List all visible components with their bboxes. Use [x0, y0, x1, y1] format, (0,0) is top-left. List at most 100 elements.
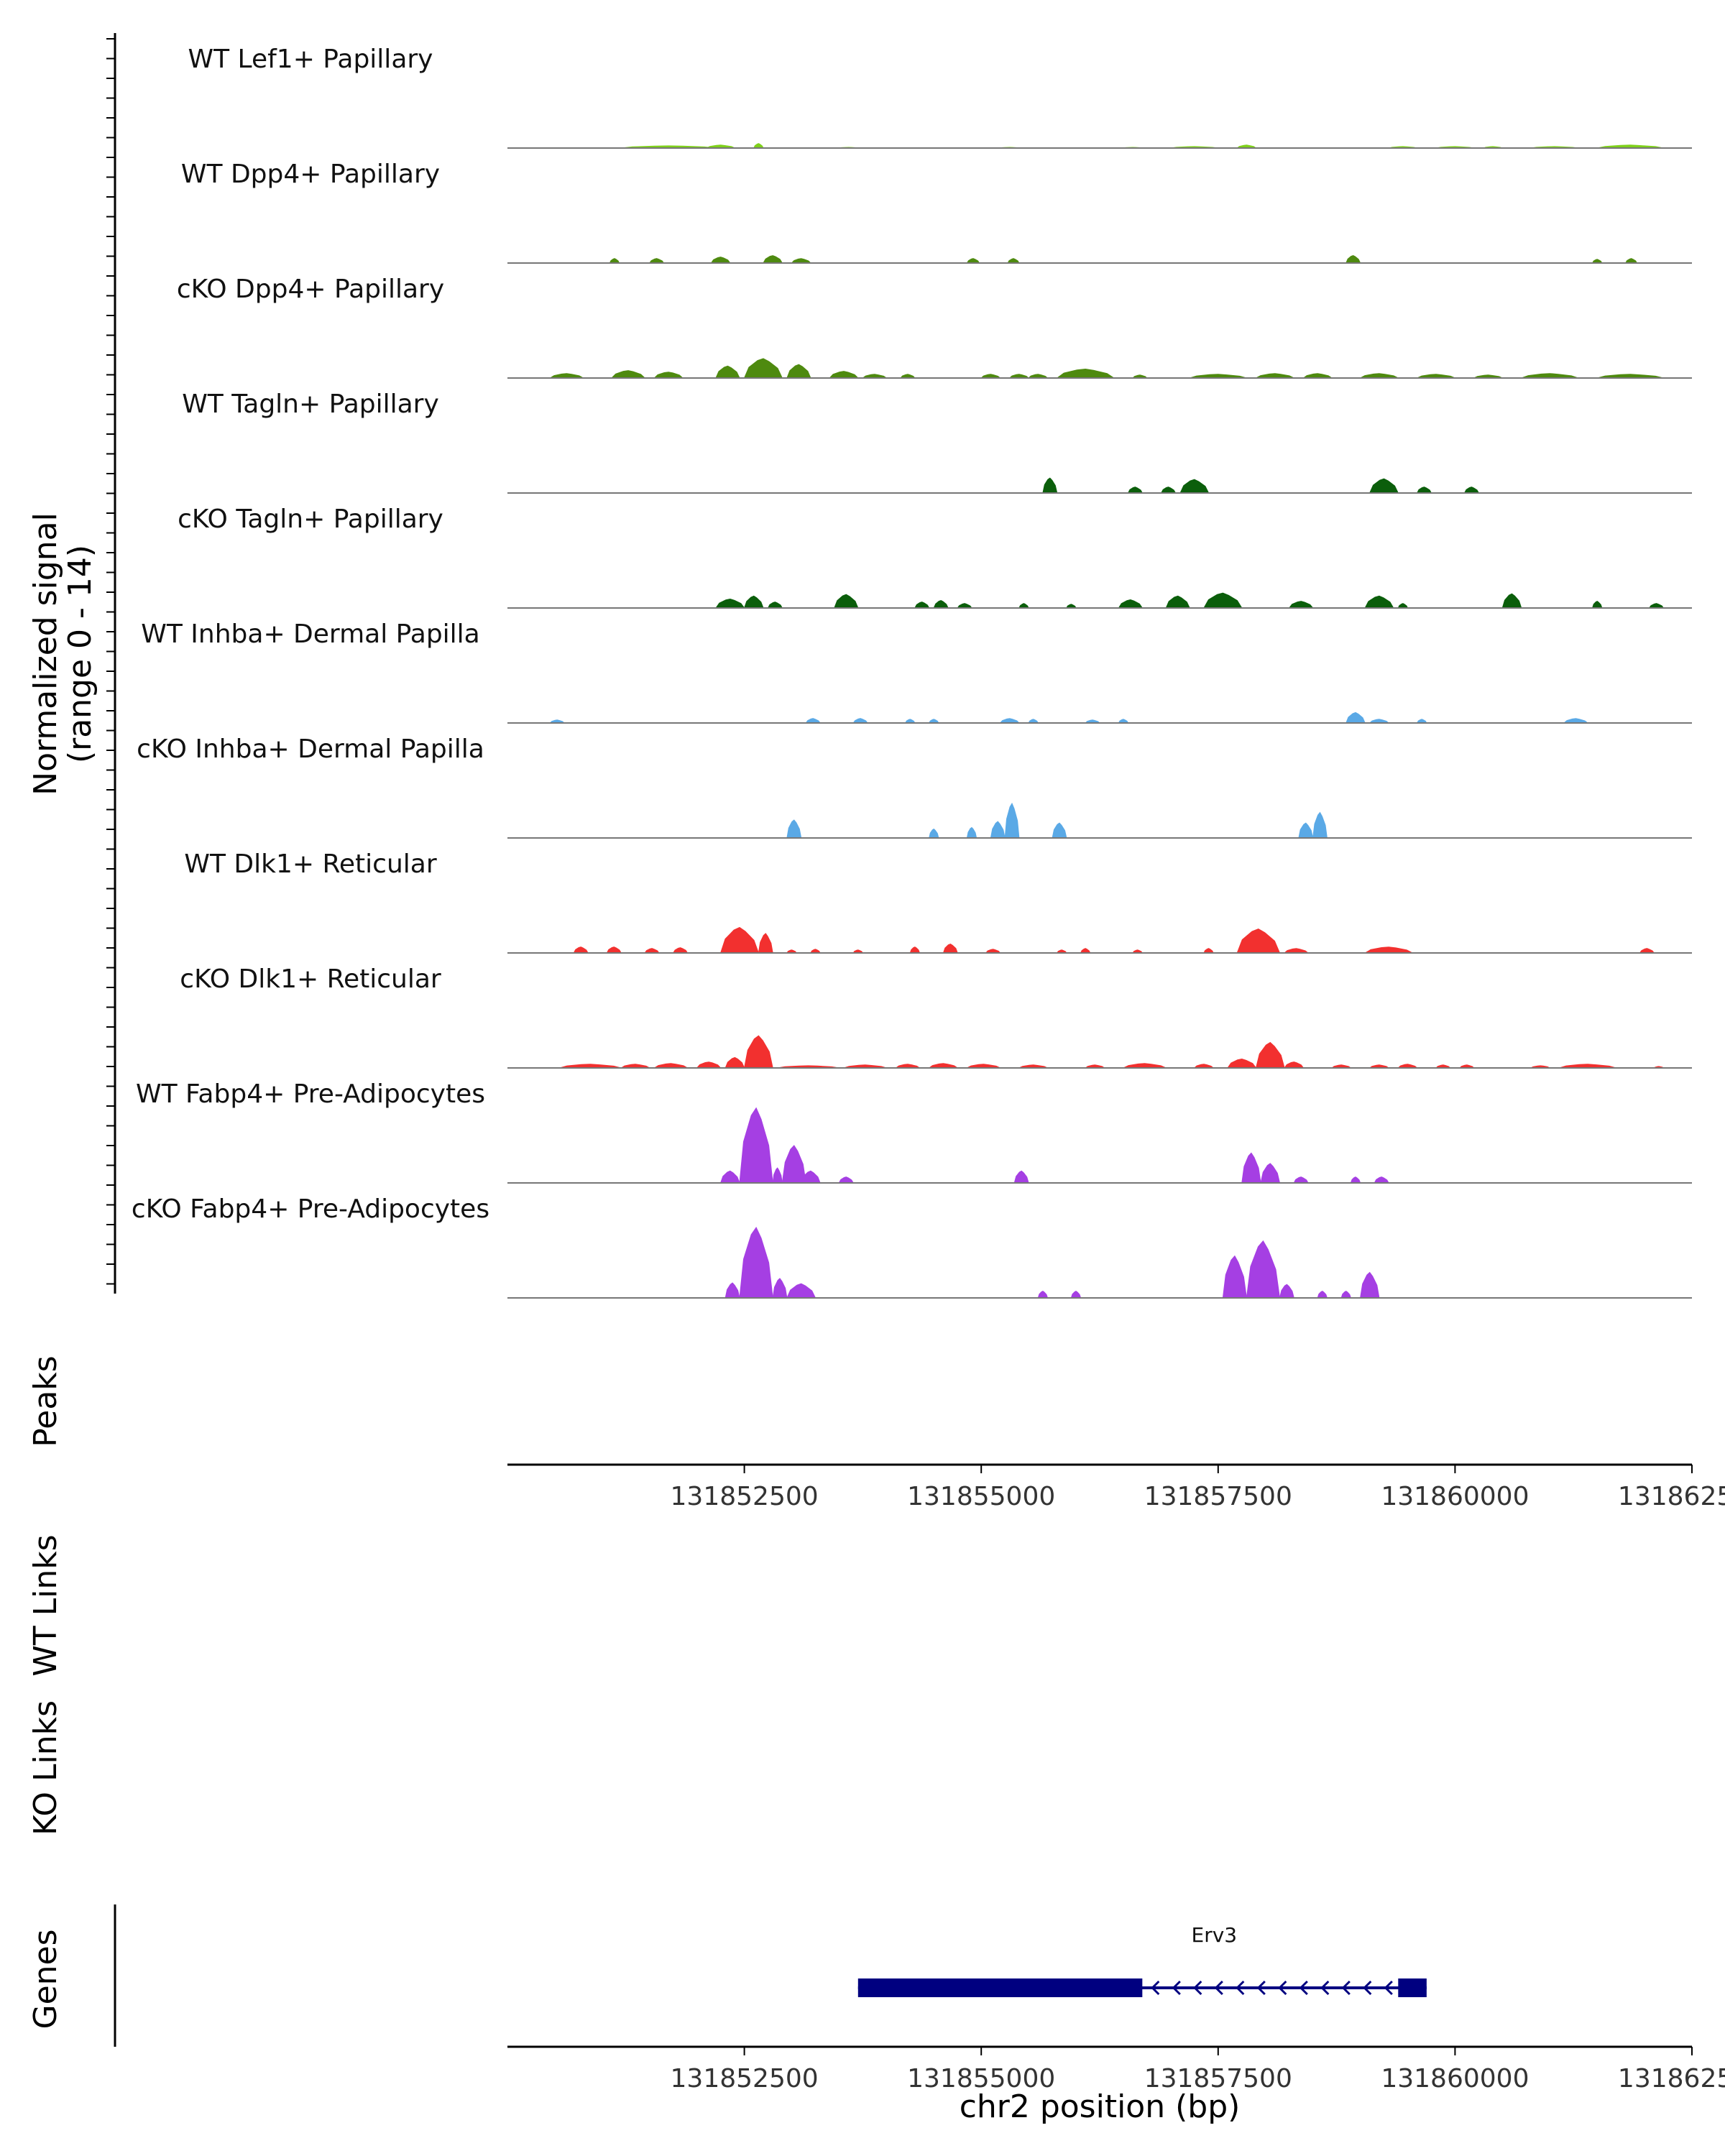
signal-peak: [1363, 946, 1413, 954]
gene-model-erv3: Erv3: [857, 1923, 1427, 1997]
gene-exon: [857, 1978, 1143, 1997]
track-title: WT Inhba+ Dermal Papilla: [141, 619, 479, 649]
coverage-tracks: WT Lef1+ Papillary WT Dpp4+ Papillary cKO …: [132, 45, 1692, 1299]
signal-peak: [710, 257, 731, 264]
signal-peak: [781, 1145, 806, 1184]
strand-arrow: [1214, 1980, 1223, 1996]
wt-links-label: WT Links: [27, 1534, 64, 1676]
signal-peak: [1160, 487, 1177, 494]
signal-peak: [1013, 1170, 1029, 1184]
signal-peak: [1350, 1176, 1361, 1184]
track-title: cKO Tagln+ Papillary: [178, 505, 443, 534]
signal-peak: [610, 370, 646, 379]
signal-peak: [743, 1035, 773, 1069]
signal-peak: [1416, 487, 1432, 494]
signal-peak: [1317, 1291, 1328, 1299]
signal-peak: [758, 933, 773, 954]
signal-peak: [1346, 255, 1361, 264]
strand-arrow: [1341, 1980, 1351, 1996]
signal-peak: [1236, 929, 1281, 954]
signal-peak: [914, 602, 930, 609]
signal-peak: [929, 828, 939, 839]
signal-peak: [1127, 487, 1144, 494]
signal-peak: [606, 946, 622, 954]
signal-y-ticks: [106, 38, 115, 1285]
signal-peak: [1227, 1058, 1257, 1069]
track-title: WT Dpp4+ Papillary: [181, 160, 440, 189]
x-tick-label: 131862500: [1618, 1482, 1725, 1511]
strand-arrow: [1299, 1980, 1308, 1996]
signal-peak: [966, 826, 978, 839]
signal-peak: [1118, 599, 1144, 609]
signal-peak: [1368, 478, 1399, 494]
signal-peak: [724, 1056, 745, 1069]
signal-peak: [1312, 811, 1328, 839]
track-5: WT Inhba+ Dermal Papilla: [141, 619, 1692, 724]
signal-peak: [1037, 1291, 1049, 1299]
signal-peak: [1004, 802, 1020, 839]
signal-peak: [743, 358, 783, 379]
signal-peak: [1246, 1240, 1281, 1299]
strand-arrow: [1320, 1980, 1330, 1996]
peaks-track-label: Peaks: [27, 1355, 64, 1447]
signal-peak: [719, 1170, 740, 1184]
gene-name-label: Erv3: [1192, 1923, 1238, 1947]
x-tick-label: 131852500: [671, 1482, 819, 1511]
x-tick-label: 131857500: [1144, 2064, 1292, 2093]
signal-peak: [763, 255, 783, 264]
genes-track-label: Genes: [27, 1929, 64, 2029]
strand-arrow: [1172, 1980, 1181, 1996]
x-tick-label: 131860000: [1381, 1482, 1529, 1511]
track-title: WT Lef1+ Papillary: [188, 45, 433, 74]
signal-peak: [743, 595, 764, 609]
signal-peak: [800, 1170, 821, 1184]
x-tick-label: 131855000: [907, 2064, 1055, 2093]
signal-peak: [1298, 822, 1314, 839]
signal-peak: [739, 1107, 773, 1184]
track-title: WT Fabp4+ Pre-Adipocytes: [136, 1079, 485, 1109]
track-title: cKO Dpp4+ Papillary: [177, 275, 444, 304]
signal-peak: [696, 1061, 722, 1069]
signal-peak: [829, 371, 860, 379]
signal-peak: [786, 1283, 816, 1299]
x-axis-label: chr2 position (bp): [960, 2088, 1241, 2125]
track-8: cKO Dlk1+ Reticular: [180, 964, 1692, 1069]
track-2: cKO Dpp4+ Papillary: [177, 275, 1692, 379]
genes-x-ticks: 131852500 131855000 131857500 131860000 1318…: [671, 2047, 1725, 2093]
track-0: WT Lef1+ Papillary: [188, 45, 1692, 149]
x-tick-label: 131860000: [1381, 2064, 1529, 2093]
signal-peak: [1042, 477, 1058, 494]
signal-peak: [1255, 1041, 1285, 1069]
peaks-x-ticks: 131852500 131855000 131857500 131860000 1318…: [671, 1465, 1725, 1511]
signal-peak: [1293, 1176, 1309, 1184]
strand-arrow: [1151, 1980, 1160, 1996]
strand-arrow: [1363, 1980, 1372, 1996]
strand-arrow: [1384, 1980, 1393, 1996]
signal-peak: [1260, 1163, 1281, 1184]
track-3: WT Tagln+ Papillary: [182, 390, 1692, 494]
track-title: cKO Inhba+ Dermal Papilla: [137, 734, 484, 764]
signal-peak: [1360, 1271, 1380, 1299]
ko-links-label: KO Links: [27, 1700, 64, 1835]
signal-peak: [1501, 593, 1522, 609]
y-axis-range-label: (range 0 - 14): [62, 545, 98, 763]
signal-peak: [772, 1167, 783, 1184]
track-9: WT Fabp4+ Pre-Adipocytes: [136, 1079, 1692, 1184]
track-4: cKO Tagln+ Papillary: [178, 505, 1692, 609]
signal-peak: [739, 1227, 773, 1299]
signal-peak: [719, 926, 760, 954]
signal-peak: [715, 365, 740, 379]
signal-peak: [834, 594, 859, 609]
signal-peak: [1056, 368, 1116, 379]
signal-peak: [1222, 1255, 1247, 1299]
track-title: WT Tagln+ Papillary: [182, 390, 439, 419]
track-title: cKO Fabp4+ Pre-Adipocytes: [132, 1194, 489, 1224]
signal-peak: [724, 1282, 740, 1299]
signal-peak: [1070, 1291, 1082, 1299]
signal-peak: [1591, 601, 1603, 609]
signal-peak: [1288, 601, 1314, 609]
strand-arrow: [1236, 1980, 1245, 1996]
track-10: cKO Fabp4+ Pre-Adipocytes: [132, 1194, 1692, 1299]
signal-peak: [909, 946, 921, 954]
